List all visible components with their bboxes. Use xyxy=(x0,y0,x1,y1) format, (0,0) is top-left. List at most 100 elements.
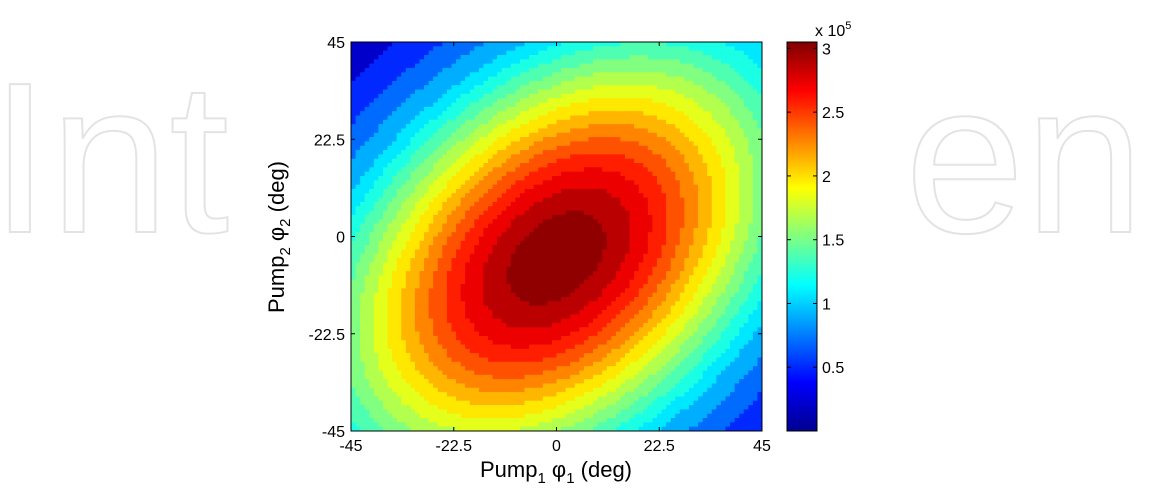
contour-cell xyxy=(524,111,530,117)
contour-cell xyxy=(551,50,558,56)
contour-cell xyxy=(711,128,717,134)
contour-cell xyxy=(551,193,558,199)
contour-cell xyxy=(524,98,530,104)
contour-cell xyxy=(369,167,375,173)
contour-cell xyxy=(519,128,526,134)
contour-cell xyxy=(492,80,498,86)
contour-cell xyxy=(405,240,411,246)
contour-cell xyxy=(410,54,416,60)
contour-cell xyxy=(369,275,375,281)
contour-cell xyxy=(483,245,489,251)
contour-cell xyxy=(725,253,731,259)
contour-cell xyxy=(561,271,567,276)
contour-cell xyxy=(437,145,443,151)
contour-cell xyxy=(460,132,466,138)
contour-cell xyxy=(428,154,434,160)
contour-cell xyxy=(410,236,416,242)
contour-cell xyxy=(647,124,653,130)
contour-cell xyxy=(720,72,727,78)
contour-cell xyxy=(551,214,558,220)
contour-cell xyxy=(711,72,717,78)
contour-cell xyxy=(515,262,521,268)
contour-cell xyxy=(743,141,749,147)
contour-cell xyxy=(547,271,553,276)
contour-cell xyxy=(547,279,553,285)
contour-cell xyxy=(647,227,653,233)
contour-cell xyxy=(702,206,708,212)
contour-cell xyxy=(602,210,608,216)
contour-cell xyxy=(497,214,503,220)
contour-cell xyxy=(684,184,690,190)
contour-cell xyxy=(519,80,526,86)
contour-cell xyxy=(387,46,393,52)
contour-cell xyxy=(743,59,749,65)
contour-cell xyxy=(469,227,475,233)
contour-cell xyxy=(442,80,448,86)
contour-cell xyxy=(506,253,512,259)
contour-cell xyxy=(414,72,421,78)
contour-cell xyxy=(675,89,681,95)
contour-cell xyxy=(533,258,539,264)
contour-cell xyxy=(574,106,580,112)
contour-cell xyxy=(428,206,434,212)
contour-cell xyxy=(515,236,521,242)
contour-cell xyxy=(597,163,603,168)
contour-cell xyxy=(565,266,571,272)
contour-cell xyxy=(474,119,480,125)
contour-cell xyxy=(419,188,425,194)
contour-cell xyxy=(565,245,571,251)
contour-cell xyxy=(547,115,553,121)
contour-cell xyxy=(437,258,443,264)
contour-cell xyxy=(515,137,521,143)
contour-cell xyxy=(638,175,644,181)
contour-cell xyxy=(570,227,576,233)
contour-cell xyxy=(716,124,722,130)
contour-cell xyxy=(620,46,626,52)
contour-cell xyxy=(752,227,759,233)
contour-cell xyxy=(579,180,585,186)
contour-cell xyxy=(574,80,580,86)
contour-cell xyxy=(684,89,690,95)
contour-cell xyxy=(602,175,608,181)
contour-cell xyxy=(351,141,357,147)
contour-cell xyxy=(752,262,759,268)
contour-cell xyxy=(679,167,685,173)
contour-cell xyxy=(593,46,599,52)
contour-cell xyxy=(611,236,617,242)
contour-cell xyxy=(720,258,727,264)
contour-cell xyxy=(410,111,416,117)
contour-cell xyxy=(752,188,759,194)
contour-cell xyxy=(469,76,475,82)
contour-cell xyxy=(720,102,727,108)
contour-cell xyxy=(396,197,402,203)
contour-cell xyxy=(506,258,512,264)
contour-cell xyxy=(625,271,631,276)
contour-cell xyxy=(373,63,379,69)
contour-cell xyxy=(542,154,548,160)
contour-cell xyxy=(588,240,594,246)
contour-cell xyxy=(743,150,749,155)
contour-cell xyxy=(373,137,379,143)
contour-cell xyxy=(730,163,736,168)
contour-cell xyxy=(748,67,754,73)
contour-cell xyxy=(519,72,526,78)
contour-cell xyxy=(597,119,603,125)
contour-cell xyxy=(506,42,512,47)
contour-cell xyxy=(606,180,612,186)
contour-cell xyxy=(675,141,681,147)
contour-cell xyxy=(351,206,357,212)
contour-cell xyxy=(529,54,535,60)
contour-cell xyxy=(373,236,379,242)
contour-cell xyxy=(707,167,713,173)
contour-cell xyxy=(675,262,681,268)
contour-cell xyxy=(666,80,672,86)
contour-cell xyxy=(442,115,448,121)
contour-cell xyxy=(734,59,740,65)
contour-cell xyxy=(752,102,759,108)
contour-cell xyxy=(387,72,393,78)
contour-cell xyxy=(433,184,439,190)
contour-cell xyxy=(561,132,567,138)
contour-cell xyxy=(547,106,553,112)
contour-cell xyxy=(433,93,439,99)
contour-cell xyxy=(711,236,717,242)
